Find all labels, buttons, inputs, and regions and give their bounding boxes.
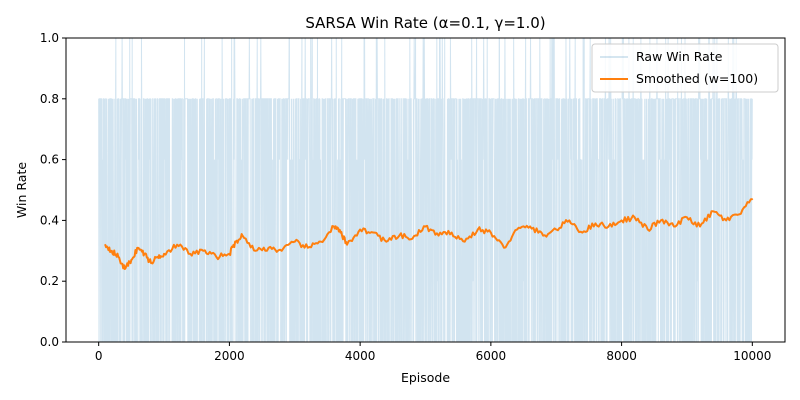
smoothed-point — [686, 216, 688, 219]
smoothed-point — [542, 234, 544, 237]
smoothed-point — [176, 243, 178, 246]
x-tick-label: 2000 — [214, 349, 245, 363]
smoothed-point — [660, 219, 662, 222]
smoothed-point — [150, 262, 152, 264]
smoothed-point — [646, 228, 649, 231]
smoothed-point — [751, 198, 754, 200]
smoothed-point — [241, 234, 244, 237]
smoothed-point — [411, 237, 414, 240]
legend: Raw Win Rate Smoothed (w=100) — [591, 43, 779, 93]
smoothed-point — [516, 228, 518, 231]
plot-frame — [65, 37, 786, 343]
smoothed-point — [555, 228, 558, 231]
chart-title: SARSA Win Rate (α=0.1, γ=1.0) — [305, 14, 545, 32]
x-tick-label: 0 — [95, 349, 103, 363]
smoothed-point — [424, 225, 427, 228]
smoothed-point — [490, 231, 492, 234]
raw-win-rate-series — [98, 37, 753, 343]
smoothed-point — [568, 219, 571, 222]
smoothed-point — [117, 256, 120, 258]
y-tick-label: 0.0 — [40, 335, 59, 349]
smoothed-point — [372, 231, 375, 234]
smoothed-point — [581, 231, 584, 234]
smoothed-point — [202, 250, 205, 252]
smoothed-point — [137, 246, 139, 249]
y-tick-label: 0.2 — [40, 274, 59, 288]
smoothed-point — [620, 219, 623, 222]
smoothed-point — [529, 225, 531, 228]
y-tick-label: 1.0 — [40, 31, 59, 45]
legend-box — [591, 43, 779, 93]
smoothed-point — [398, 234, 401, 237]
smoothed-point — [293, 240, 296, 243]
smoothed-point — [673, 225, 675, 228]
x-tick-label: 6000 — [476, 349, 507, 363]
smoothed-point — [359, 228, 361, 231]
smoothed-point — [156, 256, 159, 258]
y-tick-label: 0.6 — [40, 153, 59, 167]
smoothed-point — [215, 256, 218, 258]
smoothed-point — [110, 250, 113, 252]
smoothed-point — [189, 253, 191, 255]
x-tick-label: 4000 — [345, 349, 376, 363]
smoothed-point — [228, 253, 231, 255]
smoothed-point — [346, 243, 348, 246]
smoothed-point — [163, 253, 165, 255]
smoothed-point — [124, 268, 126, 270]
smoothed-point — [143, 253, 146, 255]
smoothed-point — [339, 231, 342, 234]
smoothed-point — [594, 222, 597, 225]
legend-smoothed-label: Smoothed (w=100) — [636, 71, 758, 86]
smoothed-point — [385, 240, 388, 243]
x-tick-label: 8000 — [606, 349, 637, 363]
smoothed-point — [280, 250, 283, 252]
y-axis: 0.0 0.2 0.4 0.6 0.8 1.0 — [40, 31, 66, 349]
smoothed-point — [463, 240, 466, 243]
smoothed-point — [725, 219, 727, 222]
smoothed-point — [333, 225, 335, 228]
smoothed-point — [235, 240, 237, 243]
x-axis: 0 2000 4000 6000 8000 10000 — [95, 342, 771, 363]
y-tick-label: 0.4 — [40, 213, 59, 227]
raw-win-rate-line — [98, 37, 753, 343]
smoothed-point — [104, 243, 107, 246]
x-axis-label: Episode — [401, 370, 450, 385]
smoothed-point — [699, 225, 701, 228]
x-tick-label: 10000 — [733, 349, 771, 363]
smoothed-point — [633, 216, 636, 219]
smoothed-point — [320, 240, 322, 243]
smoothed-point — [254, 250, 257, 252]
y-tick-label: 0.8 — [40, 92, 59, 106]
smoothed-point — [307, 246, 309, 249]
legend-raw-label: Raw Win Rate — [636, 49, 723, 64]
smoothed-point — [450, 231, 453, 234]
smoothed-point — [607, 225, 610, 228]
smoothed-point — [503, 246, 505, 249]
smoothed-point — [437, 234, 440, 237]
smoothed-series — [104, 198, 754, 271]
y-axis-label: Win Rate — [14, 162, 29, 218]
smoothed-point — [130, 259, 133, 261]
smoothed-point — [738, 213, 741, 216]
smoothed-point — [267, 246, 270, 249]
smoothed-point — [476, 228, 479, 231]
smoothed-point — [712, 210, 714, 213]
